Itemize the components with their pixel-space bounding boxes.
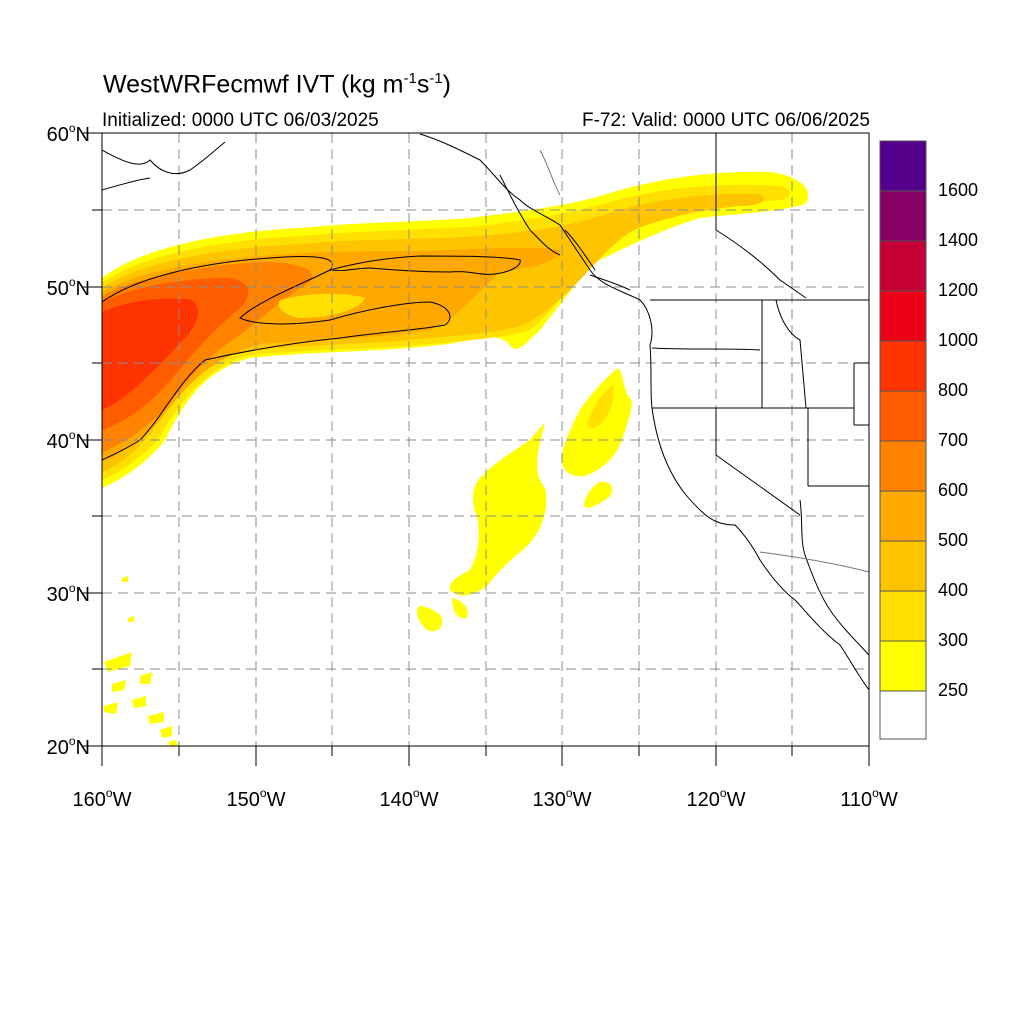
coastline-alaska <box>102 141 226 191</box>
lon-label-150: 150oW <box>201 786 311 812</box>
cb-600-700 <box>880 441 926 491</box>
lat-value: 60 <box>46 124 69 146</box>
ivt-filament-west <box>449 422 547 596</box>
title-unit-exp2: -1 <box>429 70 443 87</box>
cb-below-250 <box>880 691 926 739</box>
title-text: WestWRFecmwf IVT (kg m <box>103 70 404 99</box>
cb-500-600 <box>880 491 926 541</box>
title-unit-s: s <box>416 70 430 99</box>
lat-label-40: 40oN <box>12 428 90 454</box>
ivt-speckles <box>104 576 178 746</box>
degree-symbol: o <box>259 786 267 800</box>
tick-marks <box>82 132 870 766</box>
lon-suffix: W <box>419 789 439 811</box>
ivt-contour-north <box>329 255 521 275</box>
colorbar-label-1400: 1400 <box>938 230 979 250</box>
cb-1400-1600 <box>880 191 926 241</box>
degree-symbol: o <box>872 786 879 800</box>
colorbar-label-500: 500 <box>938 530 969 550</box>
cb-250-300 <box>880 641 926 691</box>
coastline-gulf <box>799 499 869 656</box>
lat-label-60: 60oN <box>12 121 90 147</box>
lon-label-120: 120oW <box>661 786 771 812</box>
map-title: WestWRFecmwf IVT (kg m-1s-1) <box>103 70 451 99</box>
ivt-field <box>102 133 869 746</box>
degree-symbol: o <box>68 734 76 748</box>
colorbar-label-700: 700 <box>938 430 969 450</box>
lon-value: 150 <box>226 789 260 811</box>
valid-time: F-72: Valid: 0000 UTC 06/06/2025 <box>582 110 870 131</box>
lat-suffix: N <box>75 124 90 146</box>
title-close: ) <box>442 70 451 99</box>
lon-suffix: W <box>572 789 592 811</box>
cb-800-1000 <box>880 341 926 391</box>
colorbar-label-800: 800 <box>938 380 969 400</box>
lat-label-30: 30oN <box>12 581 90 607</box>
cb-400-500 <box>880 541 926 591</box>
lon-suffix: W <box>266 789 286 811</box>
degree-symbol: o <box>412 786 420 800</box>
degree-symbol: o <box>68 428 76 442</box>
degree-symbol: o <box>719 786 727 800</box>
lon-label-140: 140oW <box>354 786 464 812</box>
ivt-blob-3 <box>452 598 468 619</box>
ivt-fill-lens <box>278 293 365 318</box>
colorbar-label-1600: 1600 <box>938 180 979 200</box>
lat-suffix: N <box>75 278 90 300</box>
lon-label-130: 130oW <box>507 786 617 812</box>
borders <box>650 133 869 516</box>
colorbar-label-400: 400 <box>938 580 969 600</box>
title-unit-exp1: -1 <box>403 70 417 87</box>
cb-700-800 <box>880 391 926 441</box>
lon-suffix: W <box>878 789 898 811</box>
lat-value: 30 <box>46 584 69 606</box>
lon-suffix: W <box>726 789 746 811</box>
colorbar-label-300: 300 <box>938 630 969 650</box>
lat-suffix: N <box>75 431 90 453</box>
lon-suffix: W <box>112 789 132 811</box>
initialized-time: Initialized: 0000 UTC 06/03/2025 <box>102 110 379 131</box>
lon-value: 160 <box>72 789 106 811</box>
ivt-blob-2 <box>417 606 443 632</box>
cb-300-400 <box>880 591 926 641</box>
lat-suffix: N <box>75 737 90 759</box>
degree-symbol: o <box>68 121 76 135</box>
degree-symbol: o <box>68 275 76 289</box>
cb-1200-1400 <box>880 241 926 291</box>
colorbar-label-600: 600 <box>938 480 969 500</box>
degree-symbol: o <box>105 786 113 800</box>
cb-1600-plus <box>880 141 926 191</box>
lon-value: 120 <box>686 789 720 811</box>
ivt-filament-east-core <box>588 385 614 429</box>
lon-value: 110 <box>840 789 873 811</box>
colorbar-label-1000: 1000 <box>938 330 979 350</box>
lon-value: 130 <box>532 789 566 811</box>
lon-value: 140 <box>379 789 413 811</box>
coastline-bc <box>499 174 631 291</box>
lat-label-20: 20oN <box>12 734 90 760</box>
lat-value: 50 <box>46 278 69 300</box>
lat-value: 20 <box>46 737 69 759</box>
lat-suffix: N <box>75 584 90 606</box>
lat-label-50: 50oN <box>12 275 90 301</box>
lon-label-110: 110oW <box>814 786 924 812</box>
cb-1000-1200 <box>880 291 926 341</box>
colorbar-label-1200: 1200 <box>938 280 979 300</box>
colorbar <box>879 140 927 740</box>
ivt-blob-1 <box>584 481 613 508</box>
degree-symbol: o <box>565 786 573 800</box>
degree-symbol: o <box>68 581 76 595</box>
colorbar-label-250: 250 <box>938 680 969 700</box>
ivt-fill-800 <box>102 298 198 410</box>
lat-value: 40 <box>46 431 69 453</box>
ivt-contour-outer <box>102 256 451 461</box>
international-border <box>539 149 869 573</box>
lon-label-160: 160oW <box>47 786 157 812</box>
